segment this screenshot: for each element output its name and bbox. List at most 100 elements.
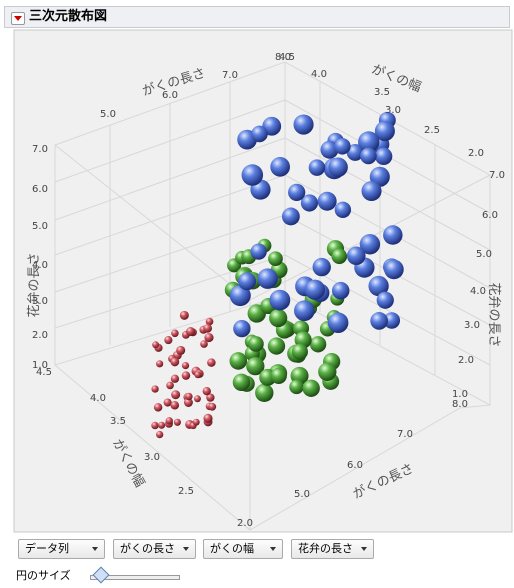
tick-label: 7.0 xyxy=(489,170,505,181)
point xyxy=(203,323,213,333)
tick-label: 6.0 xyxy=(32,184,48,195)
slider-label: 円のサイズ xyxy=(16,569,71,582)
point xyxy=(346,144,364,161)
point xyxy=(269,289,291,311)
point xyxy=(151,421,159,430)
point xyxy=(289,379,304,395)
point xyxy=(270,367,287,384)
point xyxy=(181,371,191,380)
tick-label: 7.0 xyxy=(32,144,48,155)
point xyxy=(288,183,306,202)
point xyxy=(250,243,267,260)
tick-label: 3.0 xyxy=(32,296,48,307)
point xyxy=(171,329,179,338)
dropdown[interactable]: がくの長さ xyxy=(113,539,196,559)
tick-label: 6.0 xyxy=(347,460,363,471)
point xyxy=(156,430,164,439)
point xyxy=(171,390,181,400)
point xyxy=(376,291,394,309)
tick-label: 5.0 xyxy=(476,249,492,260)
point xyxy=(208,402,217,411)
dropdown[interactable]: 花弁の長さ xyxy=(291,539,374,559)
point xyxy=(163,398,172,407)
tick-label: 3.0 xyxy=(144,452,160,463)
tick-label: 3.5 xyxy=(110,416,126,427)
point xyxy=(269,308,288,328)
point xyxy=(166,381,174,390)
point xyxy=(304,279,326,300)
tick-label: 3.0 xyxy=(464,320,480,331)
point xyxy=(384,259,404,280)
point xyxy=(302,379,320,397)
point xyxy=(374,147,393,166)
tick-label: 3.5 xyxy=(374,87,390,98)
point xyxy=(200,340,208,348)
point xyxy=(317,191,337,211)
point xyxy=(181,361,190,370)
point xyxy=(152,341,160,349)
tick-label: 4.0 xyxy=(90,393,106,404)
menu-triangle[interactable] xyxy=(11,12,25,25)
dropdown[interactable]: がくの幅 xyxy=(203,539,283,559)
point xyxy=(257,268,278,289)
tick-label: 2.0 xyxy=(237,518,253,529)
axis-label: 花弁の長さ xyxy=(26,252,42,317)
point xyxy=(170,400,180,410)
point xyxy=(246,357,265,376)
point xyxy=(192,418,200,426)
point xyxy=(359,234,381,255)
point xyxy=(170,357,180,367)
tick-label: 3.0 xyxy=(385,105,401,116)
point xyxy=(383,312,401,329)
point xyxy=(334,201,352,218)
tick-label: 1.0 xyxy=(32,360,48,371)
point xyxy=(320,140,339,159)
tick-label: 5.0 xyxy=(100,109,116,120)
point xyxy=(291,343,308,360)
dropdown[interactable]: データ列 xyxy=(18,539,105,559)
point xyxy=(293,114,314,135)
point xyxy=(151,385,159,393)
point xyxy=(267,337,286,355)
point xyxy=(205,317,214,326)
point xyxy=(361,180,382,202)
tick-label: 2.0 xyxy=(468,148,484,159)
point xyxy=(183,398,193,407)
point xyxy=(206,393,215,402)
point xyxy=(229,352,248,370)
point xyxy=(185,392,193,401)
title: 三次元散布図 xyxy=(29,9,108,24)
tick-label: 8.0 xyxy=(275,52,291,63)
title-bar: 三次元散布図 xyxy=(4,6,510,28)
tick-label: 4.5 xyxy=(36,367,52,378)
point xyxy=(374,121,395,142)
point xyxy=(270,156,290,177)
point xyxy=(176,345,186,355)
tick-label: 2.5 xyxy=(424,125,440,136)
point xyxy=(368,275,389,297)
point xyxy=(346,246,366,266)
point xyxy=(232,373,251,392)
point xyxy=(331,281,350,300)
point xyxy=(165,417,173,425)
point xyxy=(251,125,268,143)
point xyxy=(255,383,274,403)
tick-label: 1.0 xyxy=(452,389,468,400)
point xyxy=(383,225,403,245)
point xyxy=(229,284,251,307)
tick-label: 5.0 xyxy=(294,489,310,500)
slider-track[interactable] xyxy=(90,575,180,580)
point xyxy=(233,319,251,338)
point xyxy=(156,360,164,368)
point xyxy=(179,310,189,320)
point xyxy=(248,336,264,352)
point xyxy=(360,147,377,165)
point xyxy=(334,138,351,155)
point xyxy=(202,387,211,396)
axis-label: 花弁の長さ xyxy=(486,282,502,347)
tick-label: 4.5 xyxy=(279,52,295,63)
tick-label: 4.0 xyxy=(470,286,486,297)
tick-label: 2.0 xyxy=(458,355,474,366)
point xyxy=(158,421,166,429)
